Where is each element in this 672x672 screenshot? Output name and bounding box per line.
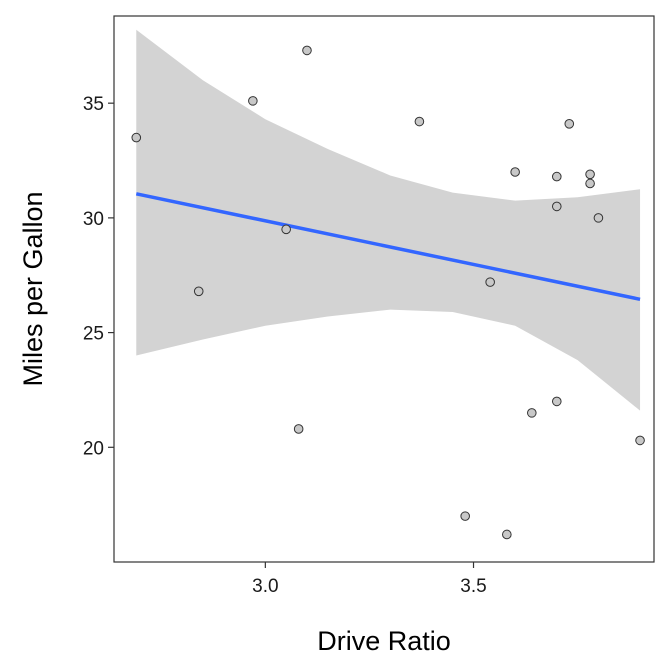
data-point [414, 116, 425, 127]
x-axis-title: Drive Ratio [317, 626, 451, 656]
panel-border [113, 15, 655, 563]
x-axis: 3.0 3.5 [252, 562, 487, 597]
data-point [585, 178, 595, 189]
data-point [551, 396, 562, 407]
regression-line-layer [135, 192, 641, 302]
data-point [293, 424, 304, 434]
x-tick-label: 3.5 [460, 576, 486, 597]
data-point [131, 132, 142, 143]
data-point [585, 169, 595, 180]
data-point [281, 224, 291, 235]
data-point [593, 213, 604, 223]
data-point [193, 286, 204, 297]
x-tick-label: 3.0 [252, 576, 278, 597]
data-points-layer [131, 45, 645, 540]
data-point [248, 96, 258, 106]
y-axis: 20 25 30 35 [83, 94, 114, 459]
data-point [485, 277, 495, 287]
data-point [551, 171, 562, 182]
confidence-band [136, 29, 641, 411]
data-point [502, 529, 512, 540]
data-point [564, 119, 575, 129]
data-point [460, 511, 470, 521]
y-tick-label: 30 [83, 209, 104, 230]
confidence-band-layer [136, 29, 641, 411]
regression-line [135, 192, 641, 302]
y-axis-title: Miles per Gallon [18, 191, 48, 386]
data-point [527, 408, 537, 418]
data-point [302, 45, 312, 56]
y-tick-label: 20 [83, 438, 104, 459]
data-point [510, 167, 520, 177]
data-point [551, 201, 562, 212]
y-tick-label: 35 [83, 94, 104, 115]
y-tick-label: 25 [83, 324, 104, 345]
data-point [635, 435, 645, 446]
